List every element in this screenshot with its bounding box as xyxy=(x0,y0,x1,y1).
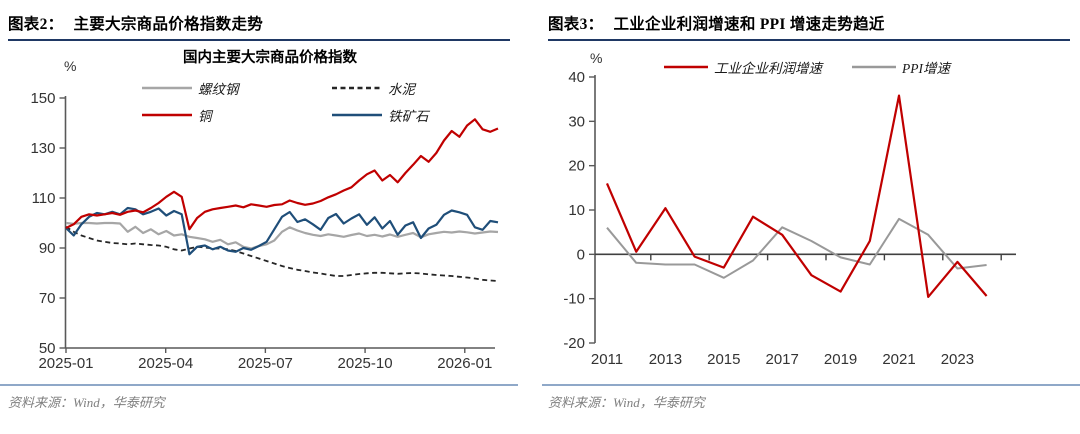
axis-tick-label: -20 xyxy=(563,335,585,352)
legend-line-swatch xyxy=(142,113,192,117)
legend-line-swatch xyxy=(332,113,382,117)
figure-2-title: 主要大宗商品价格指数走势 xyxy=(73,16,264,33)
axis-tick-label: 2026-01 xyxy=(437,355,492,372)
legend-item: 铁矿石 xyxy=(332,105,429,125)
legend-line-swatch xyxy=(332,86,382,90)
legend-item: 螺纹钢 xyxy=(142,78,332,98)
axis-tick-label: 10 xyxy=(568,202,585,219)
axis-tick-label: 2021 xyxy=(882,351,915,368)
axis-tick-label: 2019 xyxy=(824,351,857,368)
legend-label: 铁矿石 xyxy=(388,109,429,124)
axis-tick-label: 30 xyxy=(568,113,585,130)
series-line-螺纹钢 xyxy=(65,221,499,250)
figure-2-header: 图表2： 主要大宗商品价格指数走势 xyxy=(8,12,510,41)
y-axis-unit-label: % xyxy=(590,50,603,66)
legend-line-swatch xyxy=(664,65,708,69)
axis-tick-label: 2013 xyxy=(649,351,682,368)
y-axis-unit-label: % xyxy=(64,58,77,74)
axis-tick-label: -10 xyxy=(563,291,585,308)
legend-item: 铜 xyxy=(142,105,332,125)
legend-label: 螺纹钢 xyxy=(198,82,239,97)
axis-tick-label: 90 xyxy=(39,240,56,257)
chart-legend: 工业企业利润增速 PPI增速 xyxy=(664,57,950,77)
legend-line-swatch xyxy=(852,65,896,69)
axis-tick-label: 2025-10 xyxy=(338,355,393,372)
figure-3-panel: 图表3： 工业企业利润增速和 PPI 增速走势趋近 -20 -10 0 10 20 30 40… xyxy=(540,0,1080,434)
axis-tick-label: 20 xyxy=(568,158,585,175)
axis-tick-label: 130 xyxy=(30,140,55,157)
figure-3-title: 工业企业利润增速和 PPI 增速走势趋近 xyxy=(613,16,885,33)
source-note: 资料来源：Wind，华泰研究 xyxy=(8,395,165,410)
chart-inner-title: 国内主要大宗商品价格指数 xyxy=(183,50,357,66)
axis-tick-label: 0 xyxy=(577,246,585,263)
series-line-PPI增速 xyxy=(606,217,987,279)
legend-line-swatch xyxy=(142,86,192,90)
legend-label: 铜 xyxy=(198,109,212,124)
series-line-水泥 xyxy=(65,226,499,282)
commodity-price-line-chart: 50 70 90 110 130 150 2025-01 2025-04 2025-07 2025… xyxy=(30,90,499,372)
chart-legend: 螺纹钢 水泥铜 铁矿石 xyxy=(142,78,429,125)
source-divider xyxy=(0,384,518,386)
axis-tick-label: 70 xyxy=(39,290,56,307)
legend-label: 工业企业利润增速 xyxy=(714,61,822,76)
figure-3-header: 图表3： 工业企业利润增速和 PPI 增速走势趋近 xyxy=(548,12,1070,41)
axis-tick-label: 150 xyxy=(30,90,55,107)
profit-ppi-line-chart: -20 -10 0 10 20 30 40 2011 2013 2015 2017 2019 2021 2… xyxy=(563,69,1016,368)
axis-tick-label: 2011 xyxy=(591,351,623,368)
figure-2-label: 图表2： xyxy=(8,16,64,33)
legend-item: 水泥 xyxy=(332,78,429,98)
source-note: 资料来源：Wind，华泰研究 xyxy=(548,395,705,410)
axis-tick-label: 2025-07 xyxy=(238,355,293,372)
axis-tick-label: 50 xyxy=(39,340,56,357)
axis-tick-label: 2025-04 xyxy=(138,355,193,372)
legend-label: PPI增速 xyxy=(902,61,950,76)
axis-tick-label: 110 xyxy=(32,190,56,207)
axis-tick-label: 2017 xyxy=(766,351,799,368)
series-line-工业企业利润增速 xyxy=(605,94,988,298)
series-line-铜 xyxy=(65,118,499,231)
axis-tick-label: 40 xyxy=(568,69,585,86)
figure-3-label: 图表3： xyxy=(548,16,604,33)
figure-2-panel: 图表2： 主要大宗商品价格指数走势 50 70 90 110 130 150 2025-01 2… xyxy=(0,12,518,410)
legend-item: PPI增速 xyxy=(852,57,950,77)
legend-item: 工业企业利润增速 xyxy=(664,57,852,77)
source-divider xyxy=(542,384,1080,386)
axis-tick-label: 2023 xyxy=(941,351,974,368)
legend-label: 水泥 xyxy=(388,82,415,97)
axis-tick-label: 2015 xyxy=(707,351,740,368)
axis-tick-label: 2025-01 xyxy=(38,355,93,372)
